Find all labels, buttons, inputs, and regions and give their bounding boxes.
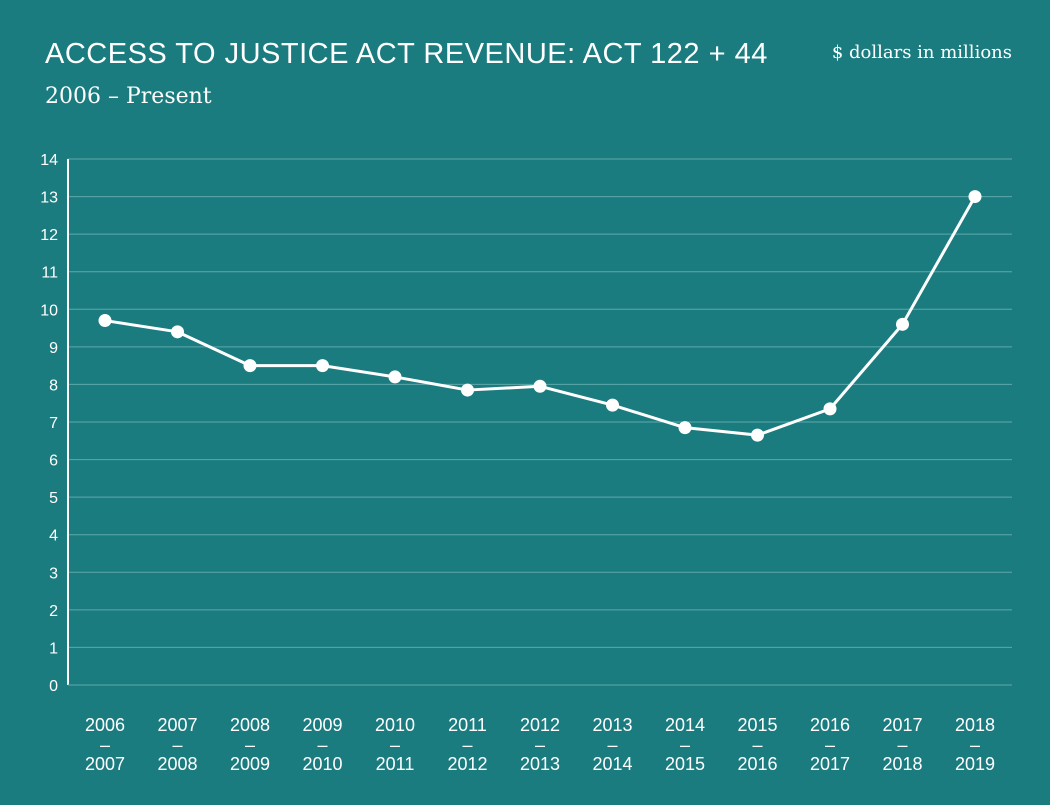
x-tick-start: 2006 <box>85 715 125 735</box>
axes <box>67 159 1012 686</box>
x-tick-label: 2006–2007 <box>85 715 125 774</box>
x-tick-labels: 2006–20072007–20082008–20092009–20102010… <box>85 715 995 774</box>
x-tick-start: 2018 <box>955 715 995 735</box>
y-tick-label: 3 <box>49 565 58 582</box>
y-tick-label: 0 <box>49 678 58 695</box>
y-tick-label: 11 <box>41 265 58 282</box>
x-tick-dash: – <box>245 735 255 755</box>
data-point <box>243 359 257 373</box>
data-point <box>316 359 329 373</box>
x-tick-end: 2009 <box>230 754 270 774</box>
x-tick-dash: – <box>100 735 110 755</box>
y-tick-label: 2 <box>49 603 58 620</box>
series-line <box>104 195 977 437</box>
x-tick-end: 2012 <box>447 754 487 774</box>
x-tick-end: 2015 <box>665 754 705 774</box>
data-point <box>388 370 402 384</box>
chart-subtitle: 2006 – Present <box>45 84 212 109</box>
y-tick-label: 9 <box>49 340 58 357</box>
x-tick-label: 2017–2018 <box>882 715 922 774</box>
x-tick-end: 2013 <box>520 754 560 774</box>
x-tick-label: 2013–2014 <box>592 715 632 774</box>
x-tick-start: 2010 <box>375 715 415 735</box>
x-tick-label: 2007–2008 <box>157 715 197 774</box>
x-tick-start: 2011 <box>448 715 487 735</box>
grid-lines <box>68 158 1012 648</box>
x-tick-dash: – <box>535 735 545 755</box>
x-tick-start: 2017 <box>882 715 922 735</box>
x-tick-end: 2018 <box>882 754 922 774</box>
x-tick-start: 2009 <box>302 715 342 735</box>
x-tick-label: 2011–2012 <box>447 715 487 774</box>
y-tick-label: 13 <box>40 190 58 207</box>
y-tick-label: 1 <box>49 640 58 657</box>
data-point <box>533 379 547 393</box>
x-tick-dash: – <box>462 735 472 755</box>
x-tick-label: 2010–2011 <box>375 715 415 774</box>
y-tick-label: 14 <box>40 152 58 169</box>
data-point <box>98 314 112 328</box>
data-point <box>171 325 184 339</box>
units-label: $ dollars in millions <box>831 42 1012 63</box>
x-tick-start: 2016 <box>810 715 850 735</box>
x-tick-dash: – <box>680 735 690 755</box>
data-point <box>896 317 909 331</box>
y-tick-label: 7 <box>49 415 58 432</box>
x-tick-dash: – <box>752 735 762 755</box>
data-point <box>678 421 692 435</box>
data-point <box>461 383 474 397</box>
x-tick-start: 2015 <box>737 715 777 735</box>
x-tick-dash: – <box>607 735 617 755</box>
y-tick-label: 8 <box>49 377 58 394</box>
x-tick-label: 2009–2010 <box>302 715 342 774</box>
x-tick-dash: – <box>897 735 907 755</box>
x-tick-dash: – <box>970 735 980 755</box>
x-tick-dash: – <box>390 735 400 755</box>
x-tick-end: 2007 <box>85 754 125 774</box>
x-tick-label: 2015–2016 <box>737 715 777 774</box>
x-tick-start: 2012 <box>520 715 560 735</box>
x-tick-end: 2019 <box>955 754 995 774</box>
x-tick-end: 2010 <box>302 754 342 774</box>
x-tick-dash: – <box>172 735 182 755</box>
x-tick-label: 2012–2013 <box>520 715 560 774</box>
x-tick-dash: – <box>317 735 327 755</box>
x-tick-start: 2008 <box>230 715 270 735</box>
y-tick-label: 10 <box>40 302 58 319</box>
chart-title: ACCESS TO JUSTICE ACT REVENUE: ACT 122 +… <box>45 38 768 70</box>
x-tick-start: 2007 <box>157 715 197 735</box>
data-point <box>606 398 619 412</box>
x-tick-end: 2008 <box>157 754 197 774</box>
x-tick-end: 2014 <box>592 754 632 774</box>
data-point <box>751 428 764 442</box>
x-tick-end: 2016 <box>737 754 777 774</box>
x-tick-label: 2008–2009 <box>230 715 270 774</box>
series <box>98 190 982 442</box>
x-tick-label: 2018–2019 <box>955 715 995 774</box>
y-tick-label: 6 <box>49 453 58 470</box>
y-tick-label: 12 <box>40 227 58 244</box>
x-tick-dash: – <box>825 735 835 755</box>
y-tick-label: 4 <box>49 528 58 545</box>
x-tick-label: 2016–2017 <box>810 715 850 774</box>
data-point <box>968 190 982 204</box>
x-tick-end: 2017 <box>810 754 850 774</box>
x-tick-label: 2014–2015 <box>665 715 705 774</box>
x-tick-start: 2014 <box>665 715 705 735</box>
y-tick-label: 5 <box>49 490 58 507</box>
x-tick-start: 2013 <box>592 715 632 735</box>
x-tick-end: 2011 <box>376 754 415 774</box>
data-point <box>823 402 837 416</box>
